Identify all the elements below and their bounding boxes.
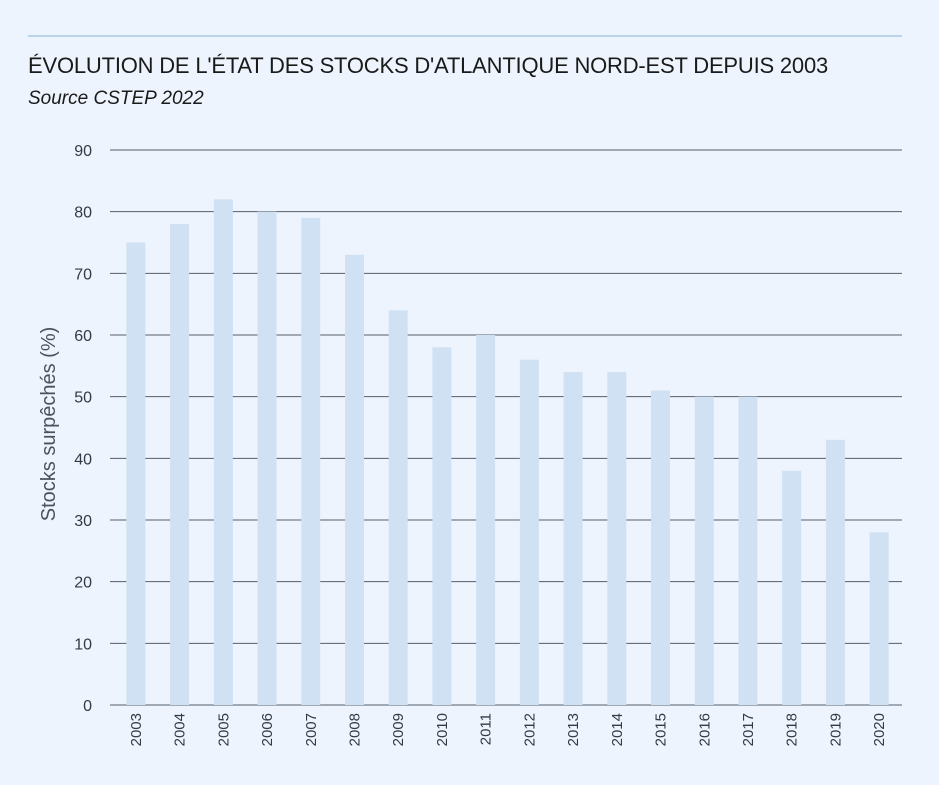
x-tick-label: 2007 <box>303 713 320 746</box>
y-tick-label: 50 <box>74 390 92 407</box>
bar-2009 <box>388 310 408 705</box>
chart-title: ÉVOLUTION DE L'ÉTAT DES STOCKS D'ATLANTI… <box>28 53 829 78</box>
y-axis-title: Stocks surpêchés (%) <box>38 327 60 522</box>
y-tick-label: 0 <box>83 698 92 715</box>
y-tick-label: 70 <box>74 266 92 283</box>
bar-2020 <box>869 532 889 705</box>
x-tick-label: 2011 <box>478 713 495 745</box>
bar-2012 <box>519 359 539 705</box>
bar-layer <box>126 199 889 706</box>
x-tick-label: 2004 <box>172 713 189 746</box>
x-tick-label: 2019 <box>827 713 844 746</box>
y-tick-label: 60 <box>74 328 92 345</box>
x-tick-label: 2018 <box>784 713 801 746</box>
y-tick-label: 10 <box>74 636 92 653</box>
x-tick-label: 2006 <box>259 713 276 746</box>
bar-2004 <box>170 224 190 705</box>
x-tick-label: 2008 <box>346 713 363 746</box>
x-tick-label: 2014 <box>609 713 626 746</box>
bar-2008 <box>344 254 364 706</box>
y-tick-label: 90 <box>74 143 92 160</box>
bar-2013 <box>563 372 583 705</box>
y-tick-label: 40 <box>74 451 92 468</box>
y-tick-label: 80 <box>74 205 92 222</box>
x-tick-label: 2010 <box>434 713 451 746</box>
bar-2010 <box>432 347 452 705</box>
x-tick-label: 2013 <box>565 713 582 746</box>
x-tick-label: 2016 <box>696 713 713 746</box>
bar-2011 <box>476 335 496 705</box>
bar-2018 <box>782 470 802 705</box>
bar-2014 <box>607 372 627 705</box>
y-tick-layer: 0 10 20 30 40 50 60 70 80 90 <box>74 143 92 715</box>
y-tick-label: 20 <box>74 575 92 592</box>
x-tick-label: 2005 <box>215 713 232 746</box>
bar-2017 <box>738 396 758 705</box>
x-tick-label: 2009 <box>390 713 407 746</box>
bar-2016 <box>694 396 714 705</box>
bar-2007 <box>301 217 321 706</box>
bar-2003 <box>126 242 146 705</box>
grid-layer <box>110 149 902 706</box>
x-tick-label: 2003 <box>128 713 145 746</box>
x-tick-label: 2017 <box>740 713 757 746</box>
chart-subtitle: Source CSTEP 2022 <box>28 88 204 109</box>
bar-2006 <box>257 211 277 705</box>
top-divider <box>28 35 902 37</box>
bar-2015 <box>651 390 671 705</box>
y-tick-label: 30 <box>74 513 92 530</box>
bar-2005 <box>213 199 233 706</box>
x-tick-label: 2020 <box>871 713 888 746</box>
bar-2019 <box>825 439 845 705</box>
x-tick-layer: 2003 2004 2005 2006 2007 2008 2009 2010 2011 2012… <box>128 713 888 746</box>
x-tick-label: 2012 <box>521 713 538 746</box>
x-tick-label: 2015 <box>653 713 670 746</box>
